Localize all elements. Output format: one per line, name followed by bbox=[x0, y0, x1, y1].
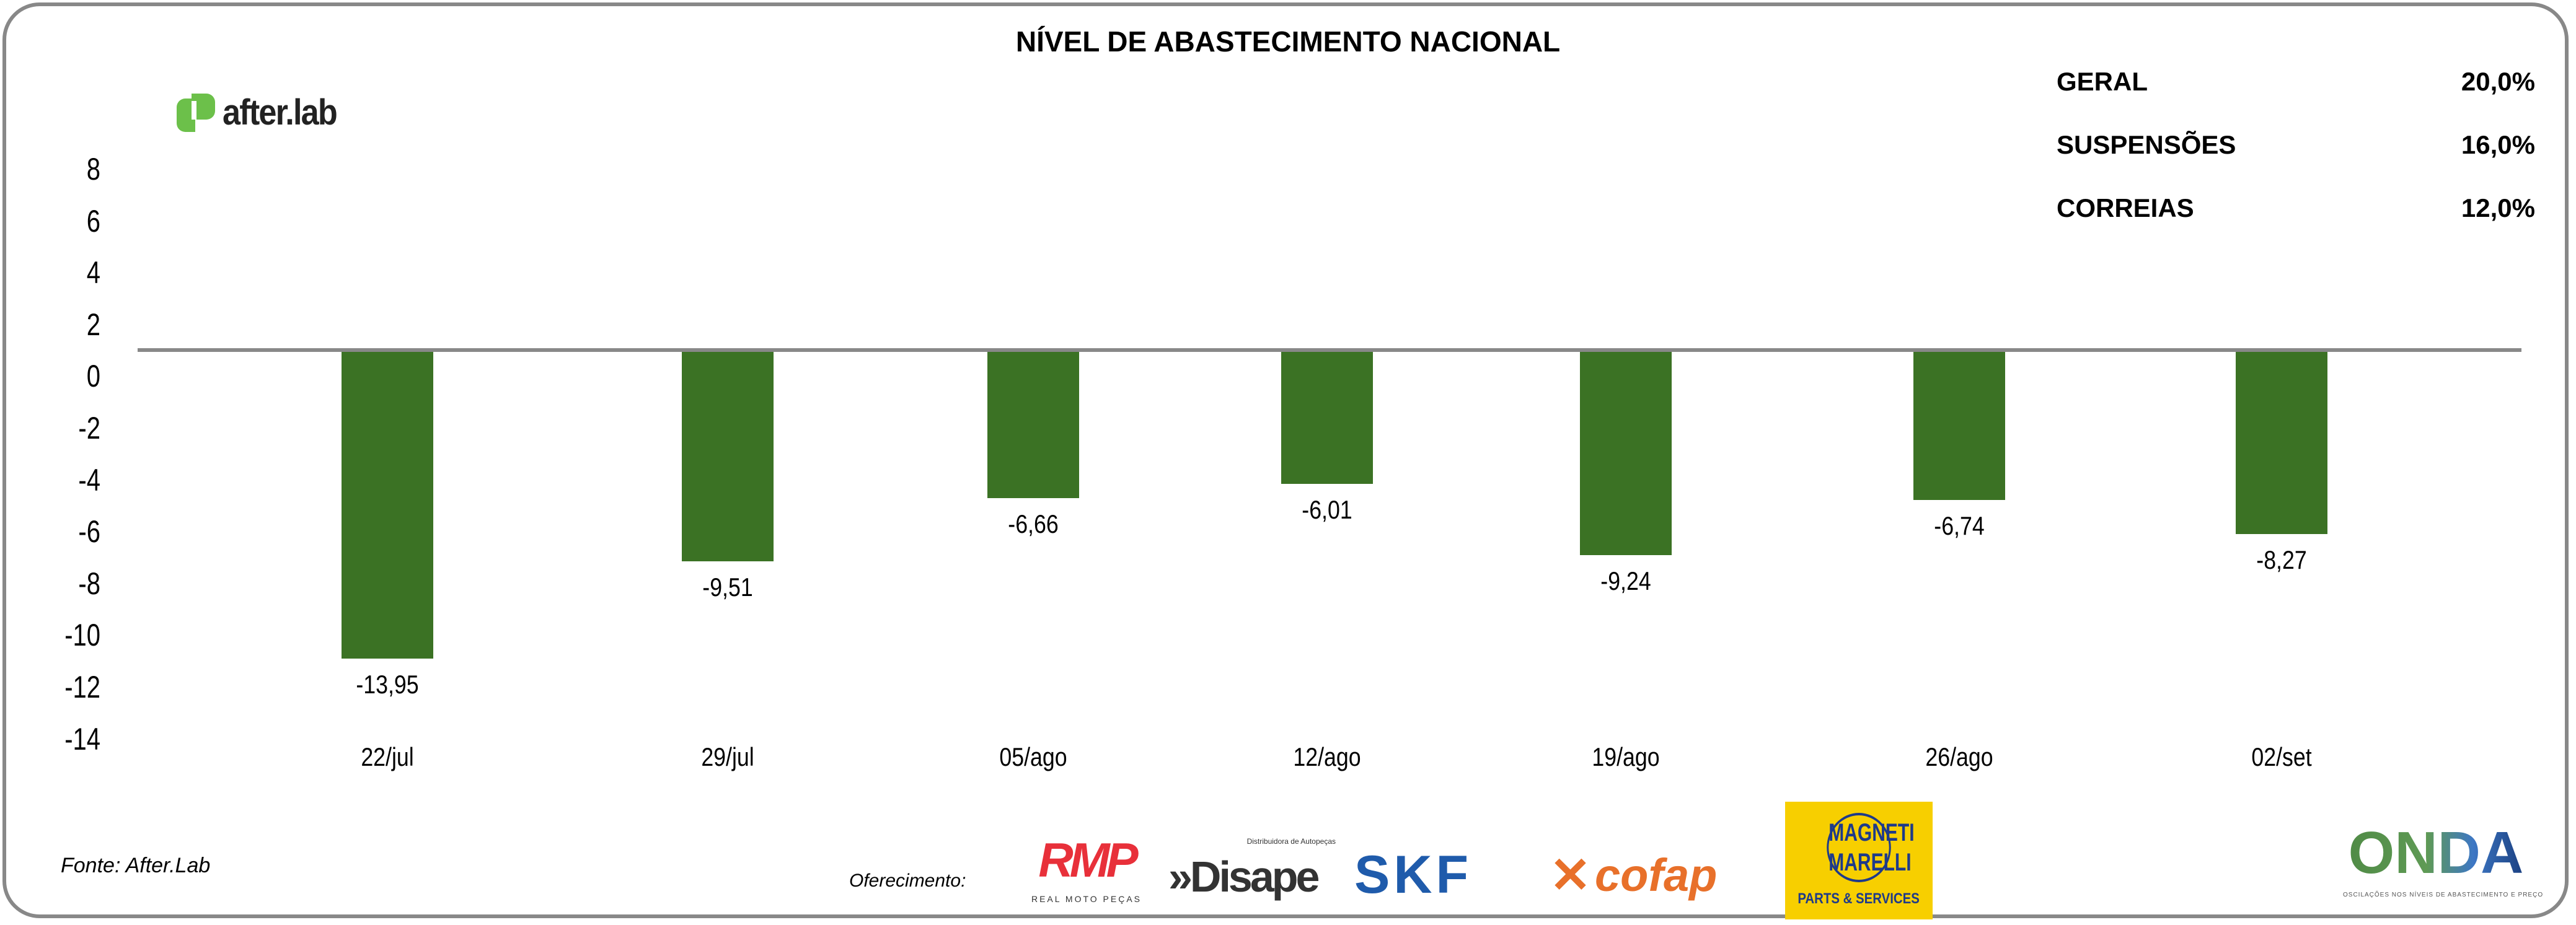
sponsor-logo-skf: SKF bbox=[1354, 845, 1472, 905]
afterlab-logo: after.lab bbox=[177, 92, 349, 133]
y-tick-label: -2 bbox=[78, 411, 100, 445]
sponsor-logo-cofap: ✕ cofap bbox=[1550, 846, 1717, 905]
data-label: -8,27 bbox=[2256, 545, 2307, 574]
x-tick-label: 02/set bbox=[2251, 742, 2312, 771]
chart-title: NÍVEL DE ABASTECIMENTO NACIONAL bbox=[1015, 25, 1561, 58]
data-label: -13,95 bbox=[356, 670, 419, 699]
x-tick-label: 29/jul bbox=[701, 742, 754, 771]
legend-label: GERAL bbox=[2057, 67, 2148, 96]
afterlab-logo-icon bbox=[177, 93, 215, 132]
disape-text: »Disape bbox=[1168, 853, 1320, 901]
bar-22/jul bbox=[342, 352, 433, 659]
bar-26/ago bbox=[1913, 352, 2005, 501]
marelli-text: MAGNETI MARELLI bbox=[1827, 813, 1915, 882]
x-tick-label: 26/ago bbox=[1925, 742, 1993, 771]
marelli-sub: PARTS & SERVICES bbox=[1797, 890, 1920, 907]
cofap-x-icon: ✕ bbox=[1550, 848, 1592, 903]
sponsor-logo-disape: Distribuidora de Autopeças »Disape bbox=[1168, 836, 1336, 903]
x-tick-label: 12/ago bbox=[1293, 742, 1361, 771]
y-tick-label: -8 bbox=[78, 566, 100, 601]
y-tick-label: -6 bbox=[78, 514, 100, 550]
x-tick-label: 05/ago bbox=[999, 742, 1067, 771]
y-tick-label: -12 bbox=[64, 670, 100, 704]
onda-tagline: OSCILAÇÕES NOS NÍVEIS DE ABASTECIMENTO E… bbox=[2343, 892, 2544, 898]
bar-12/ago bbox=[1281, 352, 1373, 484]
data-label: -9,24 bbox=[1600, 566, 1651, 596]
data-label: -6,66 bbox=[1008, 509, 1059, 539]
y-tick-label: 8 bbox=[86, 152, 100, 186]
legend-value: 20,0% bbox=[2461, 67, 2535, 96]
source-note: Fonte: After.Lab bbox=[61, 854, 211, 877]
sponsor-logo-rmp: RMP REAL MOTO PEÇAS bbox=[1021, 830, 1152, 905]
data-label: -6,74 bbox=[1934, 511, 1985, 541]
x-tick-label: 19/ago bbox=[1592, 742, 1660, 771]
y-tick-label: 6 bbox=[86, 203, 100, 239]
y-tick-label: 0 bbox=[86, 359, 100, 394]
data-label: -9,51 bbox=[702, 572, 753, 602]
afterlab-logo-text: after.lab bbox=[223, 92, 338, 133]
bar-29/jul bbox=[682, 352, 774, 561]
y-tick-label: -14 bbox=[64, 721, 100, 756]
sponsor-logo-magneti-marelli: MAGNETI MARELLI PARTS & SERVICES bbox=[1785, 802, 1933, 919]
y-tick-label: -4 bbox=[78, 462, 100, 498]
bar-19/ago bbox=[1580, 352, 1672, 556]
y-tick-label: -10 bbox=[64, 618, 100, 653]
legend-label: CORREIAS bbox=[2057, 193, 2194, 222]
onda-text: ONDA bbox=[2343, 818, 2529, 888]
rmp-text: RMP bbox=[1038, 833, 1138, 887]
cofap-text: cofap bbox=[1595, 849, 1718, 901]
x-tick-label: 22/jul bbox=[361, 742, 414, 771]
zero-baseline bbox=[138, 348, 2521, 352]
bar-02/set bbox=[2236, 352, 2327, 534]
data-label: -6,01 bbox=[1302, 495, 1352, 525]
onda-logo: ONDA OSCILAÇÕES NOS NÍVEIS DE ABASTECIME… bbox=[2343, 818, 2544, 900]
sponsor-label: Oferecimento: bbox=[849, 870, 966, 891]
y-tick-label: 2 bbox=[86, 307, 100, 342]
legend-label: SUSPENSÕES bbox=[2057, 130, 2236, 159]
disape-sub: Distribuidora de Autopeças bbox=[1246, 837, 1336, 846]
legend-value: 16,0% bbox=[2461, 130, 2535, 159]
bar-05/ago bbox=[987, 352, 1079, 499]
y-tick-label: 4 bbox=[86, 255, 100, 291]
legend-value: 12,0% bbox=[2461, 193, 2535, 222]
rmp-sub: REAL MOTO PEÇAS bbox=[1031, 894, 1142, 904]
